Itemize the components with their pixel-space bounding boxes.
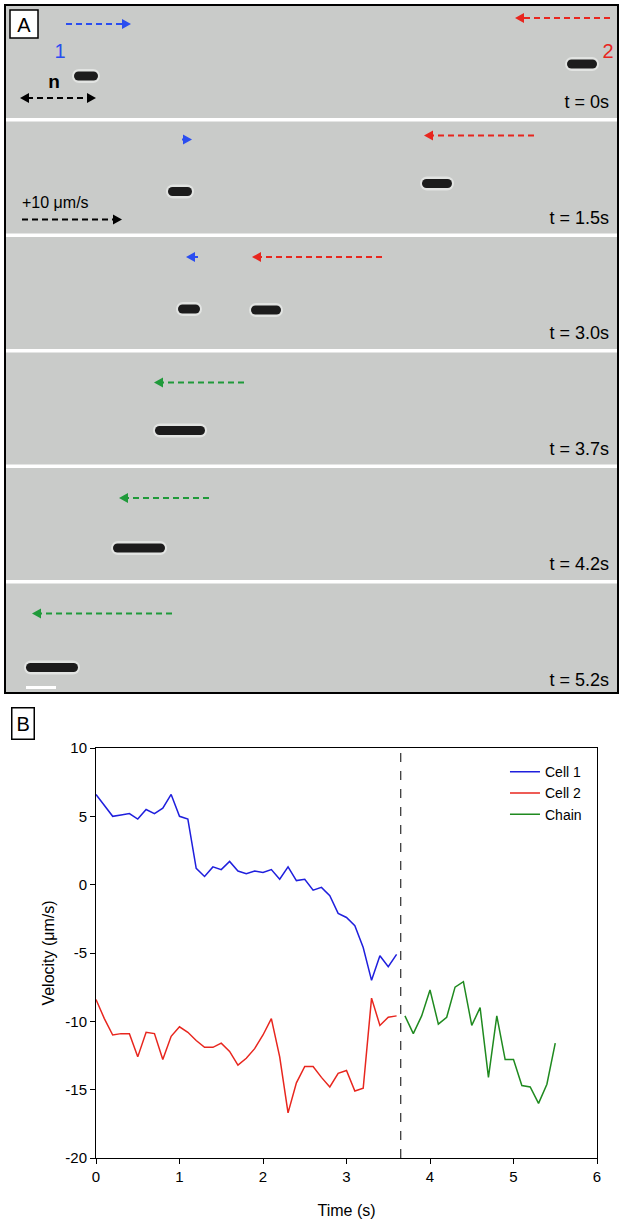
svg-text:Cell 2: Cell 2 — [545, 785, 581, 801]
svg-text:A: A — [17, 14, 31, 36]
svg-text:Cell 1: Cell 1 — [545, 764, 581, 780]
svg-text:1: 1 — [175, 1168, 183, 1185]
svg-text:5: 5 — [79, 808, 87, 825]
svg-text:-5: -5 — [74, 944, 87, 961]
svg-text:2: 2 — [259, 1168, 267, 1185]
svg-text:-15: -15 — [65, 1081, 87, 1098]
svg-text:t = 5.2s: t = 5.2s — [549, 670, 609, 690]
svg-text:1: 1 — [54, 40, 65, 62]
svg-text:n: n — [48, 71, 60, 92]
svg-text:-10: -10 — [65, 1013, 87, 1030]
svg-text:t = 0s: t = 0s — [564, 92, 609, 112]
svg-text:t = 3.7s: t = 3.7s — [549, 439, 609, 459]
svg-text:-20: -20 — [65, 1149, 87, 1166]
svg-text:t = 1.5s: t = 1.5s — [549, 208, 609, 228]
svg-text:2: 2 — [602, 40, 613, 62]
svg-text:4: 4 — [426, 1168, 434, 1185]
svg-text:t = 3.0s: t = 3.0s — [549, 323, 609, 343]
svg-text:0: 0 — [79, 876, 87, 893]
svg-text:t = 4.2s: t = 4.2s — [549, 554, 609, 574]
svg-text:10: 10 — [70, 739, 87, 756]
svg-text:5: 5 — [509, 1168, 517, 1185]
svg-text:B: B — [17, 713, 30, 735]
svg-text:Time (s): Time (s) — [317, 1202, 375, 1219]
svg-text:0: 0 — [92, 1168, 100, 1185]
svg-text:+10 μm/s: +10 μm/s — [22, 194, 89, 211]
svg-text:Velocity (μm/s): Velocity (μm/s) — [40, 900, 57, 1005]
svg-text:Chain: Chain — [545, 807, 582, 823]
svg-text:6: 6 — [593, 1168, 601, 1185]
svg-text:3: 3 — [342, 1168, 350, 1185]
